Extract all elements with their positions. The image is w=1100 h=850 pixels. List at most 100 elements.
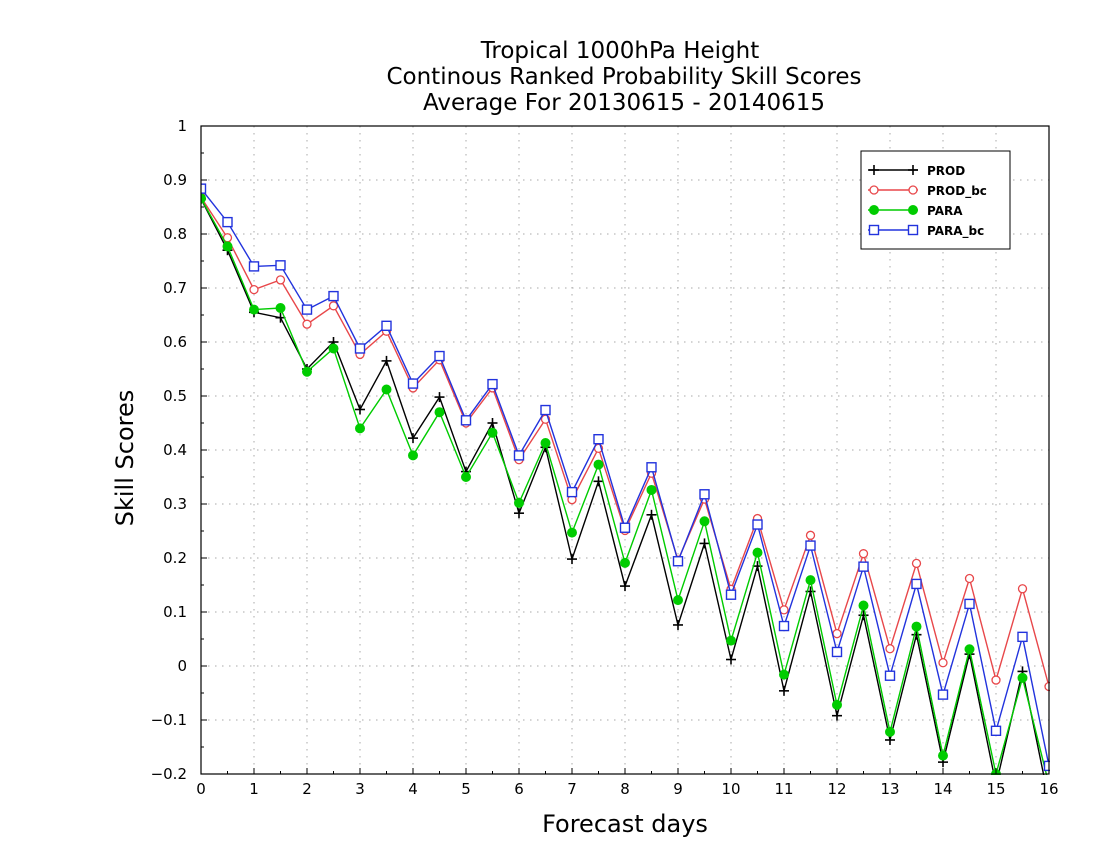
y-tick-label: 0.4 <box>163 441 187 459</box>
data-point <box>381 355 392 366</box>
legend-marker <box>908 185 918 195</box>
legend-item-para-bc: PARA_bc <box>868 224 984 239</box>
data-point <box>964 644 975 655</box>
series-layer <box>201 183 1050 775</box>
chart-title-line-2: Continous Ranked Probability Skill Score… <box>386 64 861 90</box>
data-point <box>275 302 286 313</box>
data-point <box>752 519 763 530</box>
data-point <box>381 320 392 331</box>
y-tick-label: 1 <box>177 117 187 135</box>
data-point <box>355 404 365 415</box>
series-para <box>201 193 1048 775</box>
data-point <box>885 726 895 737</box>
x-tick-label: 5 <box>461 780 471 798</box>
data-point <box>832 699 842 710</box>
data-point <box>620 557 630 568</box>
data-point <box>911 558 922 569</box>
legend-marker <box>869 205 879 215</box>
x-tick-label: 6 <box>514 780 524 798</box>
y-tick-label: 0.1 <box>163 603 187 621</box>
data-point <box>858 561 869 572</box>
data-point <box>832 628 842 639</box>
data-point <box>778 620 790 632</box>
x-tick-label: 16 <box>1039 780 1058 798</box>
data-point <box>831 646 843 658</box>
data-point <box>354 343 366 354</box>
data-point <box>222 216 233 228</box>
data-point <box>540 404 551 416</box>
x-tick-label: 11 <box>774 780 793 798</box>
data-point <box>699 516 710 527</box>
data-point <box>805 540 816 551</box>
data-point <box>275 260 286 271</box>
y-tick-label: 0 <box>177 657 187 675</box>
x-tick-label: 0 <box>196 780 206 798</box>
data-point <box>593 476 604 487</box>
x-tick-label: 8 <box>620 780 630 798</box>
data-point <box>381 384 392 395</box>
data-point <box>990 725 1002 736</box>
series-prod <box>201 193 1045 775</box>
data-point <box>328 290 339 302</box>
x-tick-label: 2 <box>302 780 312 798</box>
legend-item-para: PARA <box>868 204 963 218</box>
data-point <box>911 621 922 632</box>
data-point <box>1017 584 1028 594</box>
data-point <box>302 366 312 377</box>
data-point <box>434 392 445 403</box>
data-point <box>248 261 260 272</box>
series-line <box>201 198 1045 775</box>
data-point <box>275 275 286 285</box>
y-tick-label: 0.2 <box>163 549 187 567</box>
data-point <box>1017 672 1028 683</box>
x-tick-label: 7 <box>567 780 577 798</box>
x-tick-label: 1 <box>249 780 259 798</box>
x-tick-label: 9 <box>673 780 683 798</box>
data-point <box>567 527 577 538</box>
x-tick-label: 10 <box>721 780 740 798</box>
data-point <box>699 538 710 549</box>
legend-label: PARA_bc <box>927 224 984 239</box>
data-point <box>567 554 577 565</box>
x-tick-label: 4 <box>408 780 418 798</box>
legend-marker <box>907 224 919 236</box>
data-point <box>513 450 525 461</box>
data-point <box>646 509 657 520</box>
data-point <box>673 595 683 606</box>
legend-marker <box>908 205 918 215</box>
data-point <box>964 598 975 610</box>
legend-label: PROD <box>927 164 965 178</box>
y-tick-label: 0.5 <box>163 387 187 405</box>
data-point <box>408 433 418 444</box>
data-point <box>991 675 1001 685</box>
data-point <box>726 654 736 665</box>
data-point <box>593 459 604 470</box>
y-tick-label: 0.3 <box>163 495 187 513</box>
data-point <box>434 407 445 418</box>
data-point <box>461 472 471 482</box>
legend-box <box>860 150 1011 250</box>
data-point <box>201 183 207 194</box>
x-tick-label: 14 <box>933 780 952 798</box>
grid-lines <box>201 126 1049 774</box>
data-point <box>938 658 948 668</box>
legend-item-prod-bc: PROD_bc <box>868 184 987 199</box>
data-point <box>646 484 657 495</box>
data-point <box>964 573 975 584</box>
chart-title-line-3: Average For 20130615 - 20140615 <box>423 90 825 116</box>
x-tick-label: 12 <box>827 780 846 798</box>
y-axis-title: Skill Scores <box>111 390 139 527</box>
series-line <box>201 198 1048 775</box>
data-point <box>726 635 736 646</box>
chart-title-line-1: Tropical 1000hPa Height <box>480 38 760 64</box>
data-point <box>805 530 816 540</box>
x-axis-title: Forecast days <box>542 810 708 838</box>
data-point <box>619 522 631 533</box>
data-point <box>911 578 922 590</box>
legend-label: PARA <box>927 204 963 218</box>
y-tick-label: 0.8 <box>163 225 187 243</box>
data-point <box>434 350 445 362</box>
legend-marker <box>869 185 879 195</box>
data-point <box>832 710 842 721</box>
x-tick-label: 13 <box>880 780 899 798</box>
